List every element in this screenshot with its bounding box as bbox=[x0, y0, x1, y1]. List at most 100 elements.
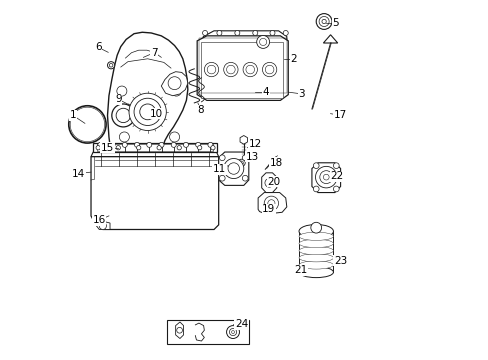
Circle shape bbox=[265, 65, 273, 74]
Text: 19: 19 bbox=[262, 204, 275, 215]
Ellipse shape bbox=[298, 247, 333, 255]
Circle shape bbox=[239, 161, 243, 165]
Polygon shape bbox=[203, 31, 286, 51]
Ellipse shape bbox=[298, 239, 333, 248]
Circle shape bbox=[259, 39, 266, 45]
Polygon shape bbox=[240, 135, 247, 144]
Circle shape bbox=[69, 106, 106, 143]
Polygon shape bbox=[258, 193, 286, 214]
Circle shape bbox=[129, 93, 166, 131]
Ellipse shape bbox=[298, 254, 333, 262]
Circle shape bbox=[245, 65, 254, 74]
Circle shape bbox=[122, 142, 127, 147]
Circle shape bbox=[134, 98, 161, 126]
Circle shape bbox=[110, 142, 115, 147]
Polygon shape bbox=[96, 221, 110, 229]
Circle shape bbox=[171, 86, 181, 96]
Circle shape bbox=[242, 175, 247, 181]
Circle shape bbox=[310, 222, 321, 233]
Circle shape bbox=[96, 145, 100, 150]
Circle shape bbox=[112, 104, 135, 127]
Circle shape bbox=[243, 62, 257, 77]
Ellipse shape bbox=[298, 261, 333, 269]
Polygon shape bbox=[311, 163, 340, 193]
Polygon shape bbox=[197, 36, 287, 100]
Circle shape bbox=[207, 65, 215, 74]
Circle shape bbox=[333, 186, 339, 192]
Text: 13: 13 bbox=[245, 152, 259, 162]
Text: 16: 16 bbox=[92, 215, 106, 225]
Circle shape bbox=[313, 163, 319, 168]
Polygon shape bbox=[91, 157, 218, 229]
Circle shape bbox=[204, 62, 218, 77]
Circle shape bbox=[117, 86, 126, 96]
Text: 3: 3 bbox=[298, 89, 305, 99]
Circle shape bbox=[238, 159, 244, 166]
Circle shape bbox=[323, 174, 328, 180]
Circle shape bbox=[262, 62, 276, 77]
Circle shape bbox=[256, 36, 269, 48]
Circle shape bbox=[82, 120, 92, 130]
Circle shape bbox=[140, 104, 155, 120]
Circle shape bbox=[223, 158, 244, 179]
Text: 10: 10 bbox=[150, 109, 163, 119]
Text: 7: 7 bbox=[150, 48, 157, 58]
Circle shape bbox=[116, 145, 120, 150]
Text: 12: 12 bbox=[248, 139, 262, 149]
Text: 21: 21 bbox=[294, 265, 307, 275]
Bar bbox=[93, 143, 217, 152]
Circle shape bbox=[242, 155, 247, 161]
Ellipse shape bbox=[298, 267, 333, 278]
Ellipse shape bbox=[298, 225, 333, 238]
Circle shape bbox=[177, 145, 181, 150]
Circle shape bbox=[319, 171, 332, 184]
Circle shape bbox=[316, 14, 331, 30]
Text: 11: 11 bbox=[212, 164, 225, 174]
Polygon shape bbox=[161, 72, 187, 96]
Circle shape bbox=[73, 110, 102, 139]
Circle shape bbox=[157, 145, 161, 150]
Circle shape bbox=[226, 325, 239, 338]
Text: 2: 2 bbox=[290, 54, 297, 64]
Circle shape bbox=[195, 142, 200, 147]
Circle shape bbox=[136, 145, 141, 150]
Circle shape bbox=[210, 145, 215, 150]
Circle shape bbox=[70, 107, 104, 141]
Circle shape bbox=[202, 31, 207, 36]
Text: 4: 4 bbox=[262, 87, 269, 97]
Circle shape bbox=[99, 222, 106, 229]
Text: 6: 6 bbox=[95, 42, 102, 52]
Circle shape bbox=[264, 196, 278, 211]
Circle shape bbox=[315, 166, 336, 188]
Circle shape bbox=[109, 63, 113, 67]
Text: 22: 22 bbox=[330, 171, 343, 181]
Text: 17: 17 bbox=[333, 111, 346, 121]
Bar bbox=[201, 42, 283, 98]
Text: 14: 14 bbox=[72, 168, 85, 179]
Polygon shape bbox=[91, 152, 218, 157]
Circle shape bbox=[223, 62, 238, 77]
Circle shape bbox=[168, 77, 181, 90]
Circle shape bbox=[183, 142, 188, 147]
Ellipse shape bbox=[298, 232, 333, 240]
Text: 20: 20 bbox=[267, 177, 280, 187]
Circle shape bbox=[219, 175, 224, 181]
Text: 5: 5 bbox=[332, 18, 339, 28]
Polygon shape bbox=[261, 173, 276, 193]
Circle shape bbox=[77, 114, 97, 134]
Circle shape bbox=[171, 142, 176, 147]
Polygon shape bbox=[323, 35, 337, 43]
Circle shape bbox=[207, 142, 212, 147]
Circle shape bbox=[159, 142, 163, 147]
Bar bbox=[97, 144, 213, 150]
Circle shape bbox=[72, 109, 103, 140]
Text: 8: 8 bbox=[197, 105, 203, 115]
Polygon shape bbox=[107, 32, 187, 171]
Text: 18: 18 bbox=[269, 158, 282, 168]
Circle shape bbox=[313, 186, 319, 192]
Circle shape bbox=[119, 132, 129, 142]
Circle shape bbox=[98, 142, 102, 147]
Circle shape bbox=[231, 330, 234, 333]
Circle shape bbox=[264, 179, 273, 187]
Circle shape bbox=[321, 19, 325, 24]
